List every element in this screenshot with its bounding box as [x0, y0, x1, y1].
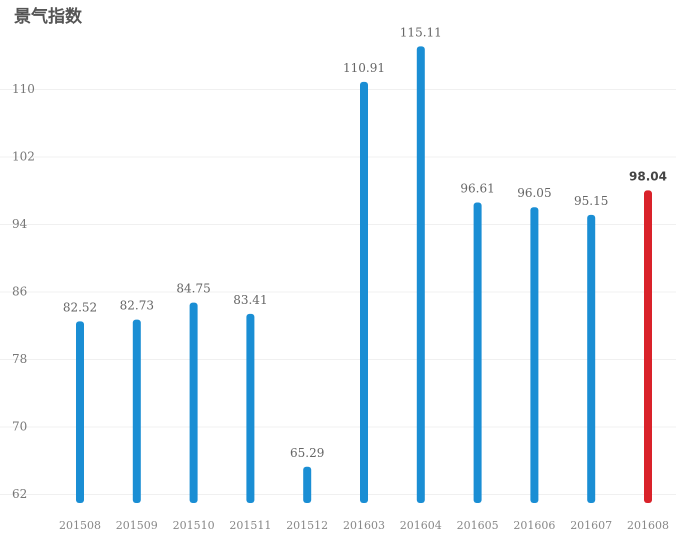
x-tick-label: 201607 — [570, 519, 612, 532]
x-tick-label: 201512 — [286, 519, 328, 532]
y-tick-label: 102 — [12, 150, 35, 164]
bar — [530, 207, 539, 504]
y-tick-label: 70 — [12, 420, 27, 434]
value-label: 96.05 — [517, 186, 551, 200]
bar — [189, 302, 198, 503]
x-tick-label: 201605 — [457, 519, 499, 532]
value-label: 65.29 — [290, 446, 324, 460]
value-label: 96.61 — [460, 182, 494, 196]
value-label: 95.15 — [574, 194, 608, 208]
bar — [132, 319, 141, 503]
y-tick-label: 110 — [12, 82, 35, 96]
x-tick-label: 201603 — [343, 519, 385, 532]
bar — [587, 214, 596, 503]
y-tick-label: 86 — [12, 285, 27, 299]
x-tick-label: 201608 — [627, 519, 669, 532]
bar — [303, 466, 312, 503]
x-tick-label: 201510 — [173, 519, 215, 532]
y-tick-label: 62 — [12, 487, 27, 501]
value-label: 83.41 — [233, 293, 267, 307]
value-label: 84.75 — [176, 282, 210, 296]
bar — [416, 46, 425, 503]
value-label: 82.73 — [120, 299, 154, 313]
bar — [76, 321, 84, 503]
value-label: 82.52 — [63, 300, 97, 314]
bar — [246, 313, 255, 503]
value-label: 98.04 — [629, 169, 667, 183]
x-tick-label: 201509 — [116, 519, 158, 532]
value-label: 110.91 — [343, 61, 385, 75]
x-tick-label: 201511 — [229, 519, 271, 532]
bar — [473, 202, 482, 503]
bar — [644, 190, 652, 503]
x-tick-label: 201604 — [400, 519, 442, 532]
chart-title: 景气指数 — [14, 6, 83, 27]
value-label: 115.11 — [400, 25, 442, 39]
x-tick-label: 201508 — [59, 519, 101, 532]
bar — [360, 81, 368, 503]
y-tick-label: 94 — [12, 217, 28, 231]
x-tick-label: 201606 — [513, 519, 555, 532]
y-tick-label: 78 — [12, 352, 27, 366]
